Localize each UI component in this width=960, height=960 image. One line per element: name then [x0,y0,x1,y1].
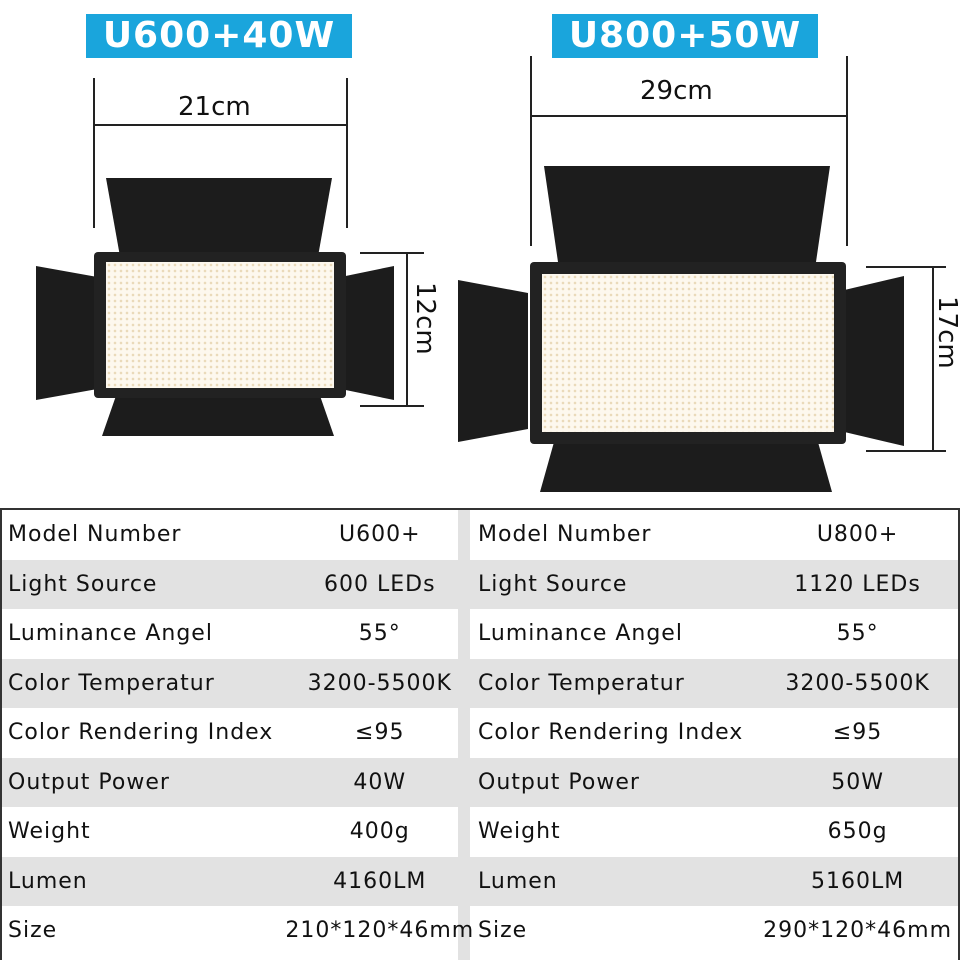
dim-line [360,252,424,254]
spec-row: Model Number U800+ [472,510,958,560]
left-spec-table: Model Number U600+ Light Source 600 LEDs Lum… [2,510,481,956]
dim-line [360,405,424,407]
spec-value: 4160LM [279,856,481,906]
spec-value: 50W [757,757,958,807]
spec-row: Output Power 40W [2,757,481,807]
spec-label: Output Power [472,757,758,807]
dim-line [93,78,95,228]
spec-value: 55° [836,621,879,647]
spec-label: Color Temperatur [2,658,280,708]
dim-line [532,115,846,117]
spec-label: Color Rendering Index [478,720,744,746]
spec-value: 5160LM [757,856,958,906]
left-width-label: 21cm [178,92,251,122]
spec-value: 3200-5500K [757,658,958,708]
dim-line [866,450,946,452]
spec-row: Color Rendering Index ≤95 [472,708,958,758]
spec-label: Size [478,918,528,944]
table-gap [458,510,470,960]
spec-row: Size 210*120*46mm [2,906,480,956]
spec-label: Lumen [2,856,280,906]
spec-value: 600 LEDs [279,559,481,609]
spec-label: Model Number [478,522,652,548]
dim-line [866,266,946,268]
dim-line [346,78,348,228]
spec-row: Color Rendering Index ≤95 [2,708,480,758]
spec-row: Weight 650g [472,807,958,857]
left-title-banner: U600+40W [86,14,352,58]
spec-label: Color Temperatur [472,658,758,708]
left-height-label: 12cm [410,282,440,355]
spec-label: Luminance Angel [8,621,213,647]
spec-value: 40W [279,757,481,807]
table-frame [0,508,960,960]
spec-row: Lumen 5160LM [472,856,958,906]
spec-row: Size 290*120*46mm [472,906,958,956]
spec-label: Lumen [472,856,758,906]
spec-label: Luminance Angel [478,621,683,647]
spec-label: Model Number [8,522,182,548]
spec-row: Color Temperatur 3200-5500K [2,658,481,708]
spec-value: U800+ [816,522,899,548]
spec-row: Color Temperatur 3200-5500K [472,658,958,708]
spec-row: Light Source 1120 LEDs [472,559,958,609]
spec-row: Luminance Angel 55° [2,609,480,659]
spec-value: 650g [827,819,888,845]
right-spec-table: Model Number U800+ Light Source 1120 LEDs Lu… [472,510,958,956]
spec-value: 210*120*46mm [285,918,475,944]
right-width-label: 29cm [640,76,713,106]
spec-label: Size [8,918,58,944]
spec-value: 1120 LEDs [757,559,958,609]
spec-value: ≤95 [832,720,883,746]
right-height-label: 17cm [932,296,960,369]
spec-row: Model Number U600+ [2,510,480,560]
spec-value: 3200-5500K [279,658,481,708]
spec-label: Color Rendering Index [8,720,274,746]
spec-row: Luminance Angel 55° [472,609,958,659]
spec-label: Output Power [2,757,280,807]
spec-label: Weight [478,819,561,845]
spec-value: 400g [349,819,410,845]
spec-value: 290*120*46mm [763,918,952,944]
spec-row: Lumen 4160LM [2,856,481,906]
dim-line [530,56,532,246]
spec-value: U600+ [339,522,421,548]
spec-value: 55° [358,621,401,647]
spec-label: Weight [8,819,91,845]
spec-row: Light Source 600 LEDs [2,559,481,609]
right-title-banner: U800+50W [552,14,818,58]
dim-line [932,267,934,450]
spec-label: Light Source [2,559,280,609]
spec-row: Weight 400g [2,807,480,857]
spec-label: Light Source [472,559,758,609]
dim-line [406,253,408,405]
dim-line [95,124,346,126]
spec-value: ≤95 [355,720,405,746]
spec-row: Output Power 50W [472,757,958,807]
dim-line [846,56,848,246]
